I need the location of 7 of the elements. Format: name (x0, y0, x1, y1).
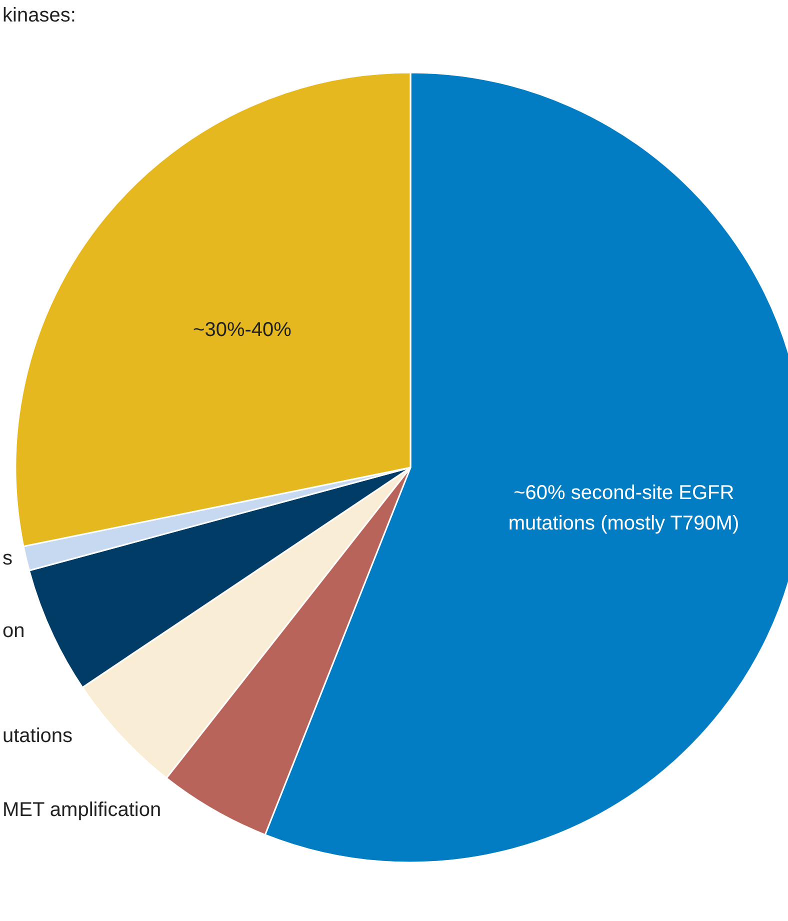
slice-label: ~30%-40% (193, 319, 292, 342)
slice-label: s (2, 548, 12, 570)
slice-label: ~60% second-site EGFR mutations (mostly T790M) (508, 482, 740, 535)
slice-label: utations (2, 725, 73, 748)
slice-label: MET amplification (2, 798, 162, 821)
slice-label: on (2, 620, 25, 642)
text: kinases: (2, 4, 76, 26)
